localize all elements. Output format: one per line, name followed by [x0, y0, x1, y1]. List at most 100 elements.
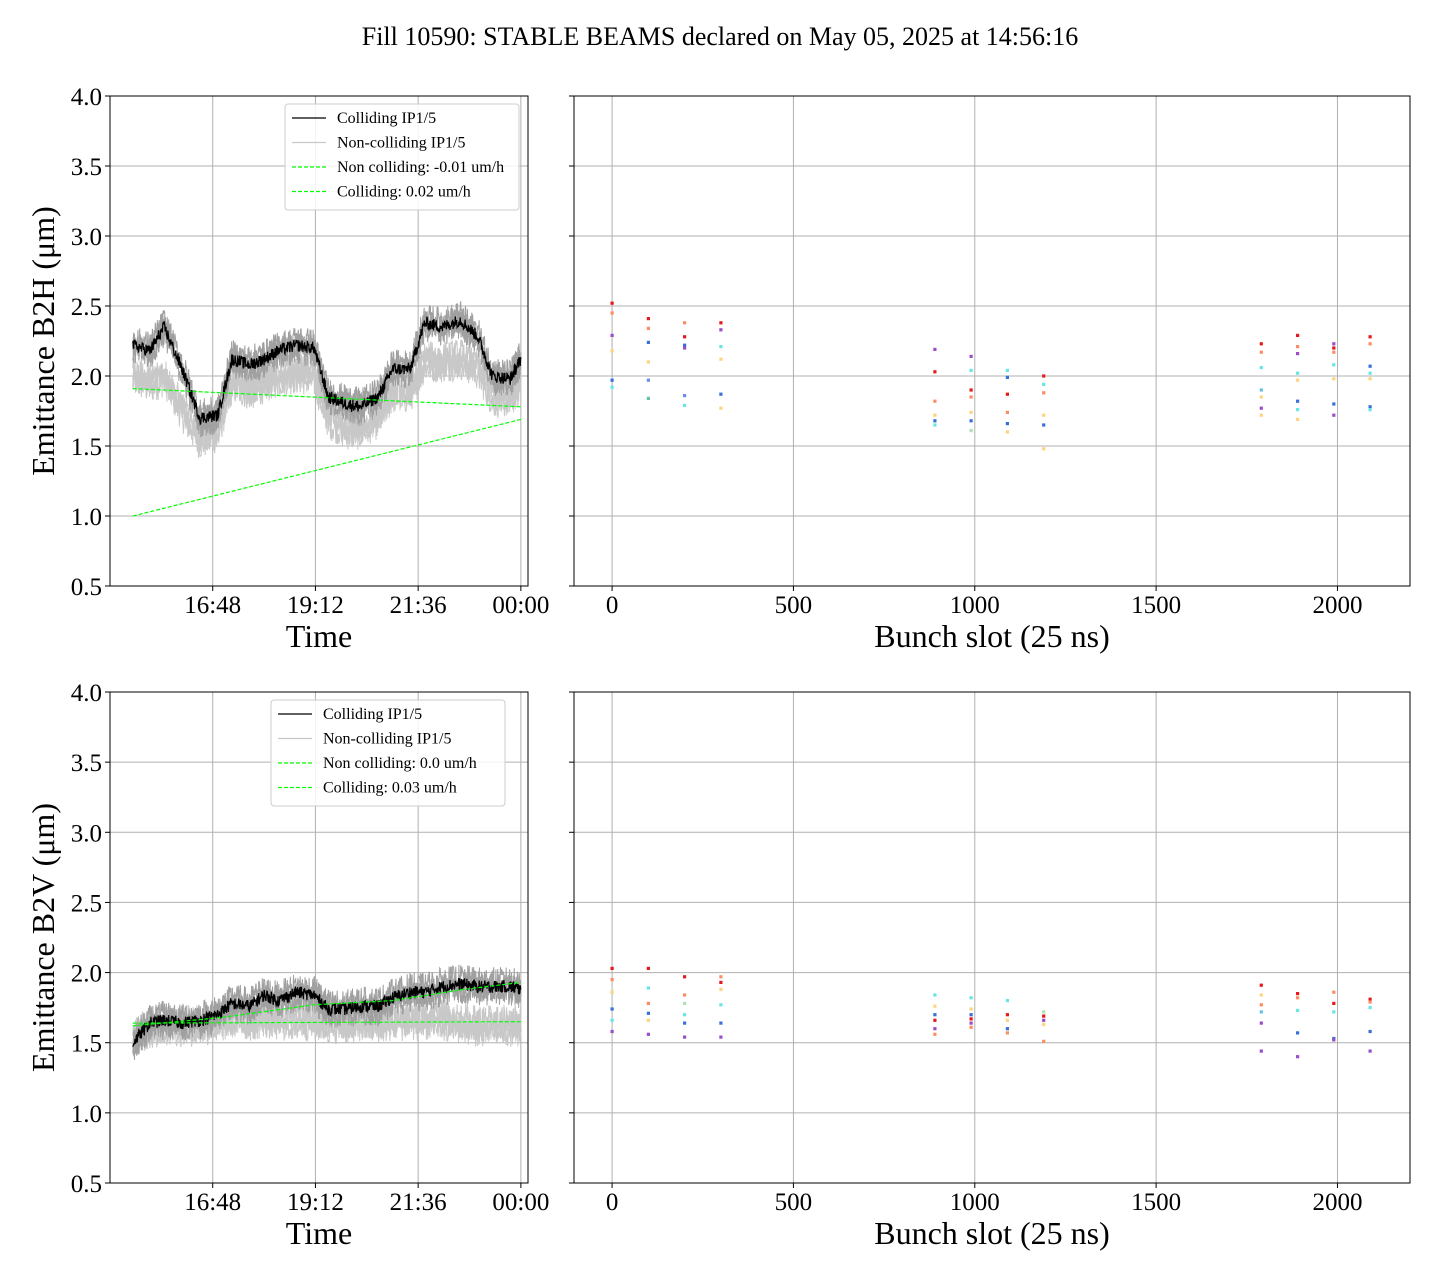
bunch-point: [1042, 1010, 1046, 1014]
bunch-point: [646, 966, 650, 970]
legend-box: [270, 699, 506, 807]
x-tick-label: 2000: [1312, 1189, 1362, 1216]
bunch-point: [1005, 422, 1009, 426]
y-tick-label: 1.5: [71, 1031, 102, 1058]
bunch-point: [610, 301, 614, 305]
bunch-point: [933, 1027, 937, 1031]
bunch-point: [1259, 413, 1263, 417]
bunch-point: [1005, 999, 1009, 1003]
legend-label: Colliding IP1/5: [337, 110, 436, 127]
x-tick-label: 21:36: [390, 1189, 447, 1216]
bunch-point: [1042, 382, 1046, 386]
bunch-point: [1042, 1022, 1046, 1027]
bunch-point: [646, 317, 650, 321]
colliding-band-trace: [132, 978, 522, 1060]
bunch-point: [933, 399, 937, 403]
bunch-point: [1368, 997, 1372, 1001]
bunch-point: [1042, 391, 1046, 395]
bunch-point: [646, 1011, 650, 1015]
bunch-point: [1332, 402, 1336, 406]
bunch-point: [1332, 350, 1336, 354]
bunch-point: [646, 360, 650, 364]
bunch-point: [1005, 430, 1009, 434]
bunch-point: [610, 378, 614, 382]
bunch-point: [1259, 395, 1263, 399]
bunch-point: [1332, 413, 1336, 417]
y-tick-label: 4.0: [71, 84, 102, 111]
bunch-point: [1296, 1008, 1300, 1012]
x-tick-label: 500: [775, 592, 813, 619]
bunch-point: [1332, 377, 1336, 381]
y-axis: [569, 95, 574, 587]
x-tick-label: 21:36: [390, 592, 447, 619]
bunch-point: [1259, 342, 1263, 346]
legend-label: Non colliding: -0.01 um/h: [337, 159, 504, 176]
bunch-point: [969, 429, 973, 433]
y-tick-label: 0.5: [71, 574, 102, 601]
x-tick-label: 2000: [1312, 592, 1362, 619]
y-tick-label: 0.5: [71, 1171, 102, 1198]
bunch-point: [1042, 1039, 1046, 1043]
bunch-point: [683, 394, 687, 398]
bunch-point: [1368, 408, 1372, 412]
bunch-point: [719, 345, 723, 349]
bunch-point: [1005, 1013, 1009, 1017]
y-tick-label: 1.5: [71, 434, 102, 461]
colliding-trace: [132, 316, 522, 426]
bunch-point: [610, 1018, 614, 1022]
panel-b2h-bunch: 0 500 1000 1500 2000 Bunch slot (25 ns): [569, 95, 1411, 654]
panel-b2h-time: Colliding IP1/5 Non-colliding IP1/5 Non co…: [25, 84, 549, 654]
bunch-point: [1332, 1010, 1336, 1014]
plot-area: [132, 301, 522, 517]
bunch-point: [1332, 342, 1336, 346]
x-tick-label: 1500: [1131, 1189, 1181, 1216]
bunch-point: [1042, 1018, 1046, 1022]
x-tick-label: 19:12: [287, 592, 344, 619]
bunch-point: [1259, 388, 1263, 392]
bunch-point: [1259, 1010, 1263, 1014]
x-tick-label: 16:48: [184, 1189, 241, 1216]
bunch-point: [683, 335, 687, 339]
bunch-point: [1368, 1049, 1372, 1053]
legend-label: Non-colliding IP1/5: [323, 731, 451, 748]
plot-frame: [573, 95, 1411, 587]
bunch-point: [719, 328, 723, 332]
x-tick-label: 19:12: [287, 1189, 344, 1216]
bunch-point: [1259, 1003, 1263, 1007]
bunch-point: [610, 1007, 614, 1011]
bunch-point: [1332, 346, 1336, 350]
bunch-point: [1005, 410, 1009, 414]
bunch-point: [719, 1035, 723, 1039]
legend-label: Colliding: 0.03 um/h: [323, 780, 457, 797]
bunch-point: [719, 392, 723, 396]
x-tick-label: 00:00: [492, 592, 549, 619]
legend-label: Non colliding: 0.0 um/h: [323, 755, 477, 772]
bunch-point: [646, 986, 650, 990]
bunch-point: [1005, 375, 1009, 379]
plot-area: [610, 966, 1372, 1059]
bunch-point: [683, 1013, 687, 1017]
y-tick-label: 2.0: [71, 961, 102, 988]
non-colliding-fit-line: [132, 1021, 521, 1024]
bunch-point: [1296, 333, 1300, 337]
bunch-point: [610, 966, 614, 970]
bunch-point: [933, 423, 937, 427]
bunch-point: [683, 1001, 687, 1005]
bunch-point: [933, 1018, 937, 1022]
bunch-point: [646, 396, 650, 400]
bunch-point: [969, 395, 973, 399]
non-colliding-trace: [132, 1003, 522, 1048]
bunch-point: [1296, 1055, 1300, 1059]
bunch-point: [719, 1003, 723, 1007]
panel-b2v-time: Colliding IP1/5 Non-colliding IP1/5 Non co…: [25, 680, 549, 1251]
bunch-point: [1296, 399, 1300, 403]
bunch-point: [1332, 1001, 1336, 1005]
y-tick-label: 3.0: [71, 820, 102, 847]
bunch-point: [969, 996, 973, 1000]
bunch-point: [610, 385, 614, 389]
bunch-point: [1005, 1018, 1009, 1022]
bunch-point: [933, 993, 937, 997]
y-tick-label: 3.0: [71, 224, 102, 251]
